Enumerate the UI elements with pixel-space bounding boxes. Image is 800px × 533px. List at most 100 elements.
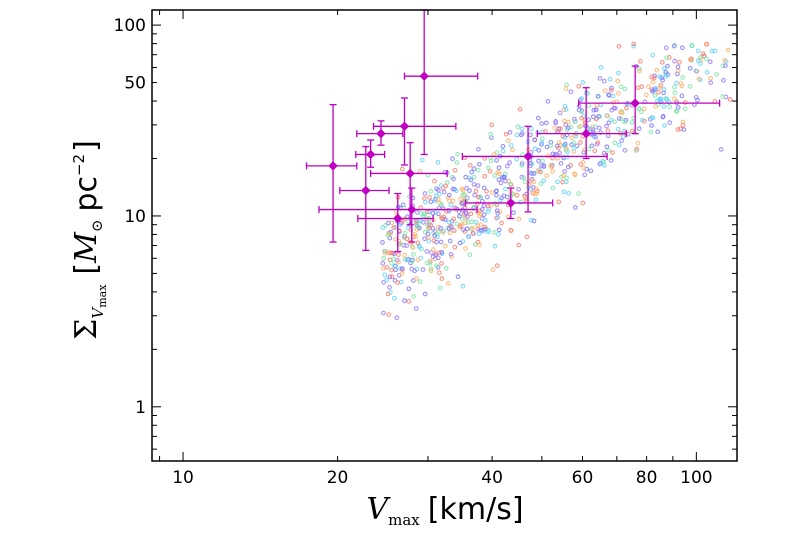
simulated-point <box>595 94 601 99</box>
simulated-point <box>610 93 616 99</box>
simulated-point <box>714 72 719 77</box>
simulated-point <box>689 56 694 62</box>
simulated-point <box>489 122 495 128</box>
simulated-point <box>472 242 478 247</box>
simulated-point <box>422 291 428 297</box>
simulated-point <box>539 140 545 146</box>
y-tick-label: 100 <box>114 16 146 36</box>
simulated-point <box>564 146 569 151</box>
simulated-point <box>492 173 498 178</box>
simulated-point <box>471 181 477 187</box>
simulated-point <box>563 122 569 128</box>
simulated-point <box>380 260 386 266</box>
simulated-point <box>612 119 618 125</box>
simulated-point <box>396 252 401 257</box>
observed-point <box>339 145 390 252</box>
simulated-point <box>391 251 397 257</box>
simulated-point <box>629 120 635 125</box>
simulated-point <box>438 214 444 220</box>
simulated-point <box>459 186 465 192</box>
simulated-point <box>516 186 521 192</box>
simulated-point <box>667 104 672 110</box>
simulated-point <box>438 225 443 231</box>
y-tick-label: 1 <box>135 398 146 418</box>
simulated-point <box>545 99 551 104</box>
simulated-point <box>528 217 534 223</box>
simulated-point <box>680 45 685 51</box>
simulated-point <box>576 83 582 89</box>
simulated-point <box>544 173 550 179</box>
simulated-point <box>389 274 395 279</box>
simulated-point <box>517 106 523 112</box>
simulated-point <box>553 120 558 126</box>
simulated-point <box>604 123 609 129</box>
observed-marker <box>399 121 410 132</box>
simulated-point <box>548 143 554 148</box>
observed-marker <box>581 128 591 139</box>
simulated-point <box>544 144 550 150</box>
simulated-point <box>424 248 430 254</box>
simulated-point <box>636 126 642 131</box>
simulated-point <box>562 103 568 109</box>
simulated-point <box>666 100 672 105</box>
simulated-point <box>495 215 501 220</box>
simulated-point <box>463 246 468 251</box>
simulated-point <box>528 178 534 184</box>
simulated-point <box>487 169 493 174</box>
simulated-point <box>413 276 419 281</box>
simulated-point <box>679 83 685 89</box>
simulated-point <box>572 116 577 122</box>
simulated-point <box>704 41 709 47</box>
simulated-point <box>687 65 693 71</box>
simulated-point <box>558 126 563 131</box>
simulated-point <box>620 134 626 140</box>
observed-point <box>372 97 457 166</box>
simulated-point <box>538 169 543 175</box>
simulated-point <box>464 185 469 191</box>
simulated-point <box>482 217 488 223</box>
simulated-point <box>541 163 547 168</box>
simulated-point <box>562 141 568 147</box>
simulated-point <box>422 236 427 242</box>
simulated-point <box>582 172 588 178</box>
y-tick-label: 50 <box>124 74 146 94</box>
simulated-point <box>649 115 655 120</box>
simulated-point <box>596 125 602 131</box>
simulated-point <box>484 194 490 200</box>
simulated-point <box>387 285 392 290</box>
simulated-point <box>597 161 603 167</box>
simulated-point <box>649 74 655 80</box>
simulated-point <box>404 257 410 263</box>
simulated-point <box>506 138 511 143</box>
simulated-point <box>666 55 672 60</box>
observed-point <box>305 104 358 243</box>
simulated-point <box>635 85 641 91</box>
simulated-point <box>659 60 665 65</box>
simulated-point <box>411 252 416 257</box>
simulated-point <box>562 169 567 174</box>
simulated-point <box>415 210 420 215</box>
simulated-point <box>476 231 482 236</box>
simulated-point <box>681 127 687 132</box>
simulated-point <box>433 210 438 216</box>
simulated-point <box>578 123 584 129</box>
simulated-point <box>598 65 604 70</box>
observed-point <box>464 187 554 220</box>
simulated-point <box>631 41 637 47</box>
simulated-point <box>675 64 681 70</box>
simulated-point <box>563 86 569 91</box>
simulated-point <box>458 196 463 202</box>
simulated-point <box>457 240 463 246</box>
plot-border <box>151 9 738 462</box>
simulated-point <box>519 174 525 180</box>
simulated-point <box>415 257 421 263</box>
simulated-point <box>515 124 521 130</box>
simulated-point <box>470 225 475 231</box>
simulated-point <box>532 146 538 152</box>
simulated-point <box>618 109 623 115</box>
simulated-point <box>653 86 659 91</box>
simulated-point <box>561 173 566 178</box>
simulated-point <box>432 233 438 238</box>
simulated-point <box>624 105 629 111</box>
simulated-point <box>428 268 434 273</box>
